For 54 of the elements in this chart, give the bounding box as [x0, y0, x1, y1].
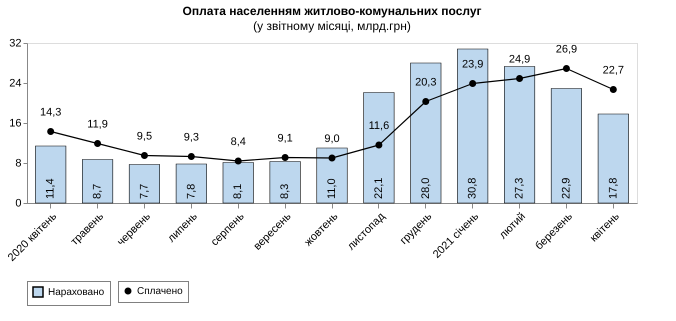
point: [234, 158, 242, 164]
legend-label: Сплачено: [137, 286, 184, 297]
bar: [176, 164, 207, 204]
point: [282, 154, 289, 161]
data-label: 8,3: [279, 184, 292, 199]
bar: [128, 164, 160, 204]
data-label: 7,7: [138, 184, 150, 199]
data-label: 17,8: [607, 178, 620, 199]
y-tick-label: 24: [9, 78, 22, 90]
data-label: 9,0: [324, 133, 340, 145]
point: [610, 86, 617, 93]
data-label: 8,1: [232, 184, 244, 199]
data-label: 9,3: [184, 132, 199, 144]
point: [469, 80, 476, 87]
data-label: 24,9: [508, 54, 530, 66]
data-label: 23,9: [462, 58, 484, 70]
data-label: 8,4: [230, 136, 246, 148]
data-label: 8,7: [92, 184, 104, 199]
data-label: 7,8: [185, 184, 198, 199]
bar: [35, 146, 66, 204]
y-tick-label: 8: [15, 158, 22, 170]
data-label: 22,1: [372, 178, 385, 199]
point: [516, 75, 524, 82]
data-label: 11,6: [368, 120, 390, 132]
point: [94, 140, 102, 147]
data-label: 26,9: [556, 44, 578, 56]
chart-subtitle: (у звітному місяці, млрд.грн): [253, 19, 411, 33]
data-label: 27,3: [514, 178, 526, 199]
data-label: 22,9: [560, 178, 572, 199]
point: [422, 98, 430, 105]
data-label: 14,3: [40, 106, 62, 118]
legend-label: Нараховано: [48, 287, 105, 298]
point: [562, 65, 570, 72]
data-label: 22,7: [602, 64, 624, 76]
chart-title: Оплата населенням житлово-комунальних послуг: [182, 4, 482, 18]
data-label: 9,1: [277, 132, 293, 144]
data-label: 11,0: [326, 178, 338, 199]
data-label: 20,3: [415, 76, 436, 88]
data-label: 9,5: [136, 130, 152, 142]
y-tick-label: 16: [9, 118, 22, 130]
point: [140, 152, 148, 159]
point: [375, 142, 382, 148]
point: [47, 128, 54, 135]
data-label: 30,8: [466, 178, 479, 199]
bar: [550, 88, 582, 204]
point: [188, 153, 195, 160]
y-tick-label: 32: [9, 38, 22, 50]
data-label: 11,4: [44, 178, 57, 199]
data-label: 11,9: [87, 118, 108, 130]
bar: [598, 114, 629, 204]
y-tick-label: 0: [15, 198, 22, 210]
point: [328, 154, 336, 162]
bar: [82, 159, 114, 204]
data-label: 28,0: [420, 178, 432, 199]
